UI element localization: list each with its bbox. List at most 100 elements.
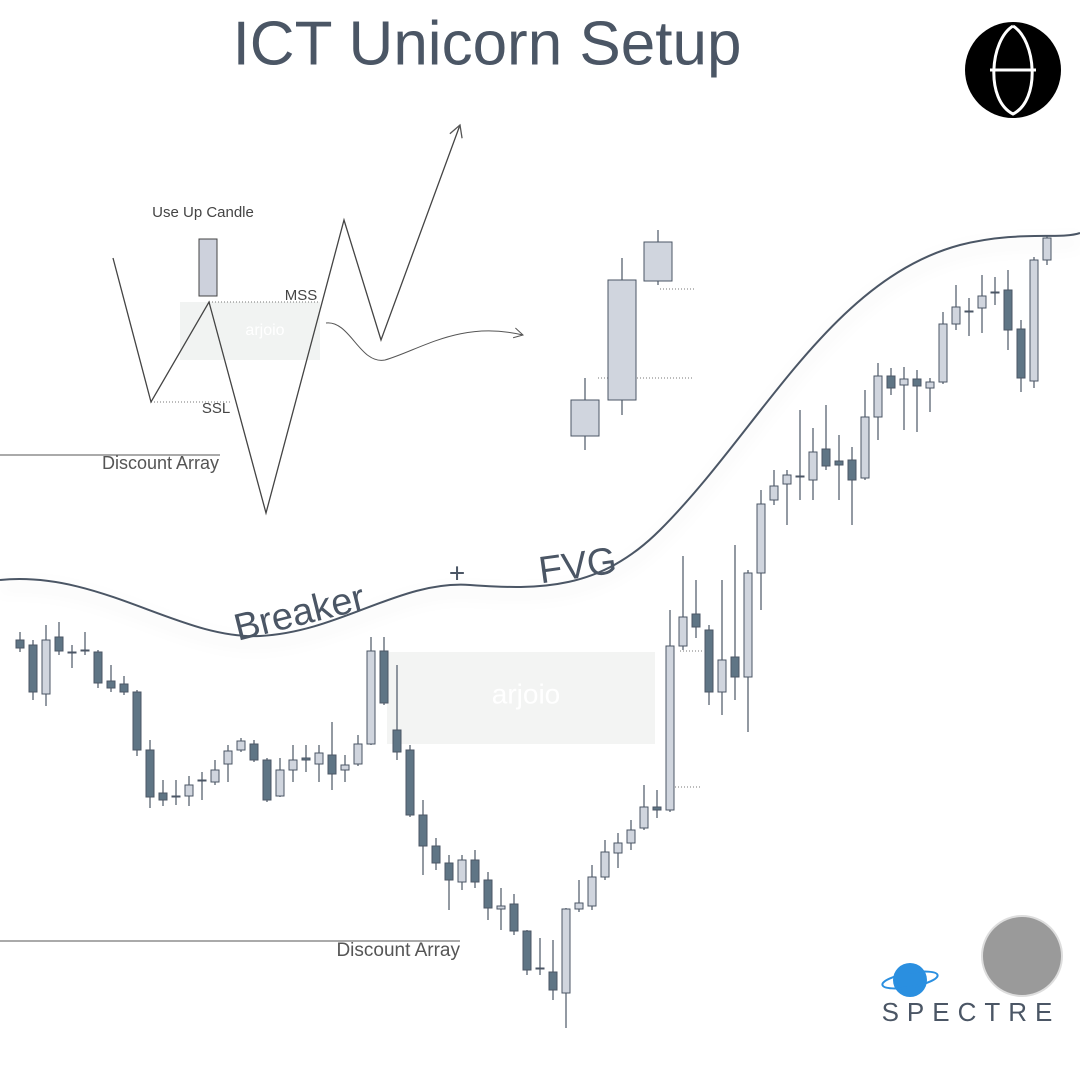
- candle: [561, 908, 571, 994]
- label: +: [449, 557, 465, 588]
- candle: [821, 448, 831, 467]
- candle: [314, 752, 324, 765]
- candle: [691, 613, 701, 628]
- candle: [613, 842, 623, 854]
- candle: [1042, 237, 1052, 261]
- avatar: [981, 915, 1063, 997]
- candle: [795, 475, 805, 478]
- planet: [893, 963, 927, 997]
- candle: [431, 845, 441, 864]
- candle: [860, 416, 870, 479]
- candle: [93, 651, 103, 684]
- candle: [379, 650, 389, 704]
- candle: [210, 769, 220, 783]
- candle: [392, 729, 402, 753]
- candle: [132, 691, 142, 751]
- candle: [704, 629, 714, 693]
- candle: [353, 743, 363, 765]
- candle: [847, 459, 857, 481]
- candle: [327, 754, 337, 775]
- ring: [881, 970, 939, 990]
- candle: [171, 795, 181, 798]
- up-candle: [198, 238, 218, 297]
- candle: [15, 639, 25, 649]
- candle: [444, 862, 454, 881]
- label: Discount Array: [102, 453, 219, 473]
- candle: [275, 769, 285, 797]
- candle: [418, 814, 428, 847]
- candle: [158, 792, 168, 801]
- candle: [574, 902, 584, 910]
- candle: [236, 740, 246, 751]
- candle: [570, 399, 600, 437]
- label: MSS: [285, 287, 318, 304]
- candle: [288, 759, 298, 771]
- candle: [249, 743, 259, 761]
- candle: [925, 381, 935, 389]
- candle: [678, 616, 688, 647]
- candle: [756, 503, 766, 574]
- candle: [626, 829, 636, 844]
- candle: [769, 485, 779, 501]
- candle: [119, 683, 129, 693]
- candle: [977, 295, 987, 309]
- candle: [912, 378, 922, 387]
- watermark: arjoio: [492, 678, 560, 709]
- candle: [639, 806, 649, 829]
- fvg-zone: [387, 652, 655, 744]
- candle: [1029, 259, 1039, 382]
- title: ICT Unicorn Setup: [233, 9, 742, 78]
- candle: [951, 306, 961, 325]
- candle: [899, 378, 909, 386]
- candle: [587, 876, 597, 907]
- candle: [600, 851, 610, 878]
- candle: [405, 749, 415, 816]
- candle: [184, 784, 194, 797]
- candle: [54, 636, 64, 652]
- logo-mark: [990, 24, 1036, 116]
- candle: [197, 779, 207, 782]
- candle: [938, 323, 948, 383]
- candle: [366, 650, 376, 745]
- candle: [509, 903, 519, 932]
- candle: [643, 241, 673, 282]
- candle: [223, 750, 233, 765]
- candle: [607, 279, 637, 401]
- candle: [67, 651, 77, 654]
- candle: [808, 451, 818, 481]
- candle: [548, 971, 558, 991]
- candle: [496, 905, 506, 910]
- candle: [665, 645, 675, 811]
- candle: [743, 572, 753, 678]
- candle: [301, 757, 311, 761]
- candle: [262, 759, 272, 801]
- candle: [41, 639, 51, 695]
- curve: [0, 232, 1080, 638]
- candle: [106, 680, 116, 689]
- candle: [80, 649, 90, 652]
- label: Discount Array: [336, 940, 460, 961]
- candle: [28, 644, 38, 693]
- candle: [483, 879, 493, 909]
- candle: [340, 764, 350, 771]
- zigzag: [112, 123, 463, 516]
- brand-name: SPECTRE: [882, 997, 1061, 1027]
- candle: [873, 375, 883, 418]
- candle: [990, 291, 1000, 294]
- candle: [730, 656, 740, 678]
- candle: [535, 967, 545, 970]
- candle: [470, 859, 480, 883]
- candle: [717, 659, 727, 693]
- candle: [457, 859, 467, 883]
- candle: [1003, 289, 1013, 331]
- candle: [652, 806, 662, 811]
- candle: [145, 749, 155, 798]
- label: Use Up Candle: [152, 204, 254, 221]
- candle: [886, 375, 896, 389]
- arrow: [325, 322, 525, 361]
- watermark: arjoio: [245, 322, 284, 339]
- candle: [522, 930, 532, 971]
